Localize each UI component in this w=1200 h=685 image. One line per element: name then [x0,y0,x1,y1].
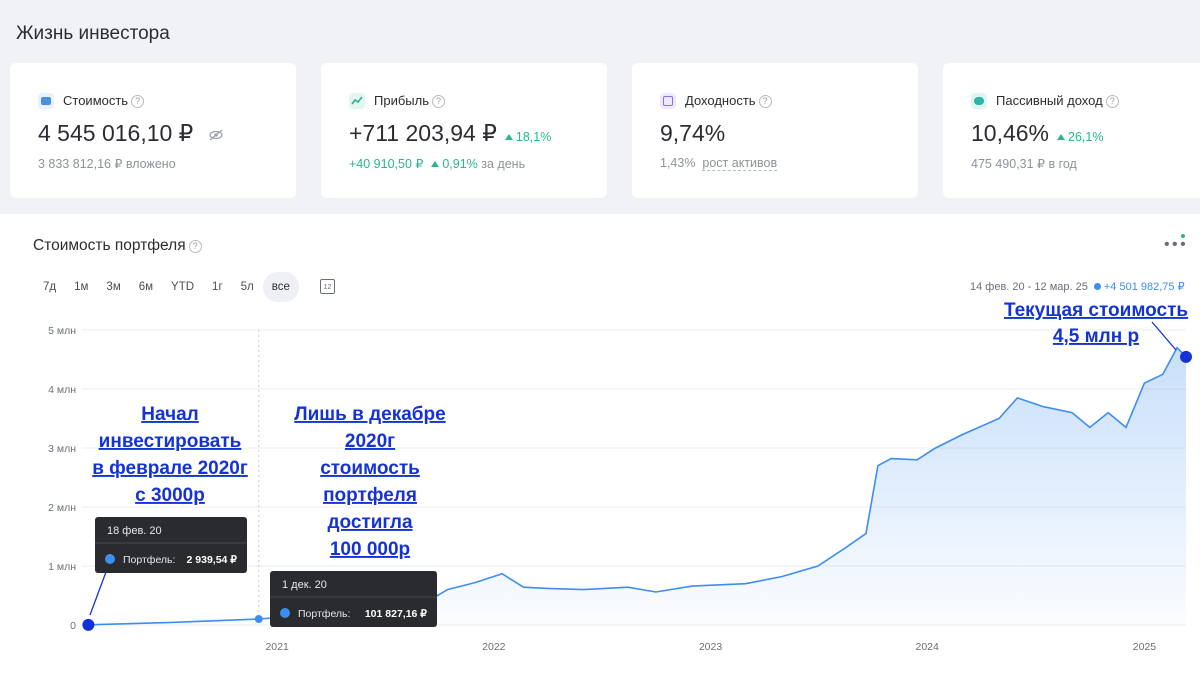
calendar-icon [660,93,676,109]
x-tick-label: 2025 [1133,641,1157,653]
y-tick-label: 0 [70,620,76,632]
period-button[interactable]: 1г [212,281,223,293]
yield-sub-value: 1,43% [660,156,696,170]
card-sub: 475 490,31 ₽ в год [971,157,1077,171]
card-label: Стоимость [63,93,129,108]
annotation-line: 2020г [345,431,395,452]
period-button[interactable]: 7д [43,281,57,293]
annotation-line: в феврале 2020г [92,458,248,479]
tooltip-box [270,571,437,627]
card-yield-amount: 9,74% [660,120,726,146]
x-tick-label: 2023 [699,641,723,653]
y-tick-label: 4 млн [48,384,76,396]
x-tick-label: 2021 [265,641,289,653]
arrow-up-icon [1057,134,1066,140]
annotation-line: Лишь в декабре [294,404,445,425]
card-sub: 3 833 812,16 ₽ вложено [38,157,176,171]
annotation: Текущая стоимость 4,5 млн р [1004,300,1188,347]
y-tick-label: 5 млн [48,325,76,337]
help-icon[interactable]: ? [188,240,202,253]
annotation-line: Текущая стоимость [1004,300,1188,321]
period-button[interactable]: все [262,272,299,302]
tooltip-series: Портфель: [123,554,175,566]
calendar-icon[interactable]: 12 [320,279,335,294]
notification-dot [1181,234,1185,238]
more-menu-icon[interactable]: • • • [1164,236,1186,253]
card-label: Прибыль [374,93,429,108]
summary-section: Жизнь инвестора Стоимость? 4 545 016,10 … [0,0,1200,214]
card-value: Стоимость? 4 545 016,10 ₽ 3 833 812,16 ₽… [10,63,296,198]
tooltip-value: 2 939,54 ₽ [187,554,238,566]
x-tick-label: 2022 [482,641,506,653]
annotation-line: 100 000р [330,539,410,560]
series-area [88,347,1186,625]
card-label: Доходность [685,93,756,108]
annotation: Начал инвестировать в феврале 2020г с 3000р [92,404,248,506]
chart-title: Стоимость портфеля [33,237,186,254]
range-delta: +4 501 982,75 ₽ [1103,281,1185,293]
tooltip-series: Портфель: [298,608,350,620]
annotation-line: Начал [141,404,198,425]
tooltip-marker [105,554,115,564]
help-icon[interactable]: ? [431,95,445,108]
card-profit-amount: +711 203,94 ₽ [349,120,497,146]
passive-badge: 26,1% [1068,130,1104,144]
wallet-icon [38,93,54,109]
annotation-line: стоимость [320,458,420,479]
help-icon[interactable]: ? [758,95,772,108]
annotation-line: инвестировать [99,431,242,452]
period-button[interactable]: 1м [74,281,89,293]
tooltip-date: 18 фев. 20 [107,525,162,537]
annotation: Лишь в декабре 2020г стоимость портфеля дост… [294,404,445,560]
end-point [1180,350,1192,363]
card-passive-amount: 10,46% [971,120,1050,146]
day-profit: +40 910,50 ₽ [349,157,424,171]
chart-icon [349,93,365,109]
period-button[interactable]: 6м [138,281,154,293]
period-button[interactable]: YTD [171,281,195,293]
card-profit: Прибыль? +711 203,94 ₽ 18,1% +40 910,50 ₽… [321,63,607,198]
period-button[interactable]: 3м [106,281,121,293]
tooltip: 1 дек. 20 Портфель: 101 827,16 ₽ [270,571,437,627]
tooltip: 18 фев. 20 Портфель: 2 939,54 ₽ [95,517,247,573]
annotation-line: с 3000р [135,485,205,506]
help-icon[interactable]: ? [131,95,145,108]
asset-growth-link[interactable]: рост активов [702,156,778,171]
tooltip-box [95,517,247,573]
y-tick-label: 1 млн [48,561,76,573]
annotation-line: 4,5 млн р [1053,326,1139,347]
annotation-pointer [1151,321,1177,351]
card-value-amount: 4 545 016,10 ₽ [38,120,194,146]
card-passive-income: Пассивный доход? 10,46% 26,1% 475 490,31 … [943,63,1200,198]
day-suffix: за день [481,157,526,171]
december-point [254,614,263,623]
series-dot [1093,283,1101,290]
eye-off-icon[interactable] [208,128,224,142]
card-label: Пассивный доход [996,93,1103,108]
start-point [82,618,95,631]
tooltip-value: 101 827,16 ₽ [365,608,427,620]
arrow-up-icon [504,134,513,140]
profit-badge: 18,1% [515,130,552,144]
annotation-line: достигла [327,512,412,533]
tooltip-marker [280,608,290,618]
y-tick-label: 3 млн [48,443,76,455]
period-button[interactable]: 5л [240,281,254,293]
date-range: 14 фев. 20 - 12 мар. 25 [970,281,1088,293]
help-icon[interactable]: ? [1105,95,1119,108]
tooltip-date: 1 дек. 20 [282,579,327,591]
card-yield: Доходность? 9,74% 1,43% рост активов [632,63,918,198]
arrow-up-icon [431,161,440,167]
day-profit-pct: 0,91% [442,157,478,171]
y-tick-label: 2 млн [48,502,76,514]
x-tick-label: 2024 [915,641,939,653]
annotation-pointer [89,571,107,616]
period-selector: 7д 1м 3м 6м YTD 1г 5л все [34,272,299,302]
annotation-line: портфеля [323,485,417,506]
page-title: Жизнь инвестора [16,23,170,44]
piggy-bank-icon [971,93,987,109]
